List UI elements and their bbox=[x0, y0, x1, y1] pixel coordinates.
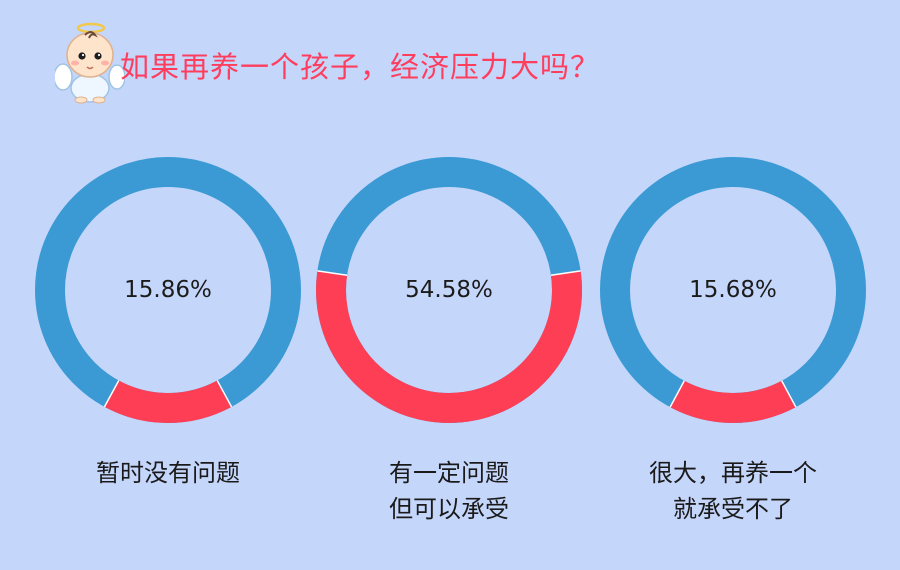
donut-chart-3: 15.68% bbox=[598, 155, 868, 425]
donut-3-caption-line-2: 就承受不了 bbox=[673, 495, 793, 523]
donut-svg-2 bbox=[316, 157, 582, 423]
baby-angel-icon bbox=[53, 22, 126, 104]
donut-1-separator-1 bbox=[216, 380, 233, 408]
donut-3-separator-1 bbox=[781, 380, 797, 408]
donut-3-value-label: 15.68% bbox=[689, 277, 777, 303]
header bbox=[53, 22, 126, 104]
donut-1-separator-2 bbox=[103, 380, 120, 408]
donut-2-separator-2 bbox=[317, 270, 348, 276]
donut-svg-3 bbox=[600, 157, 866, 423]
donut-chart-1: 15.86% bbox=[33, 155, 303, 425]
donut-1-caption-line-1: 暂时没有问题 bbox=[96, 459, 240, 487]
donut-svg-1 bbox=[35, 157, 301, 423]
donut-chart-2: 54.58% bbox=[314, 155, 584, 425]
donut-2-caption-line-1: 有一定问题 bbox=[389, 459, 509, 487]
donut-1-caption: 暂时没有问题 bbox=[33, 455, 303, 491]
donut-3-caption: 很大，再养一个 就承受不了 bbox=[598, 455, 868, 527]
donut-2-caption: 有一定问题 但可以承受 bbox=[314, 455, 584, 527]
donut-2-caption-line-2: 但可以承受 bbox=[389, 495, 509, 523]
donut-3-separator-2 bbox=[669, 380, 685, 408]
donut-2-separator-1 bbox=[550, 270, 581, 276]
donut-2-value-label: 54.58% bbox=[405, 277, 493, 303]
page-title: 如果再养一个孩子，经济压力大吗？ bbox=[120, 50, 601, 84]
donut-3-caption-line-1: 很大，再养一个 bbox=[649, 459, 817, 487]
donut-1-value-label: 15.86% bbox=[124, 277, 212, 303]
